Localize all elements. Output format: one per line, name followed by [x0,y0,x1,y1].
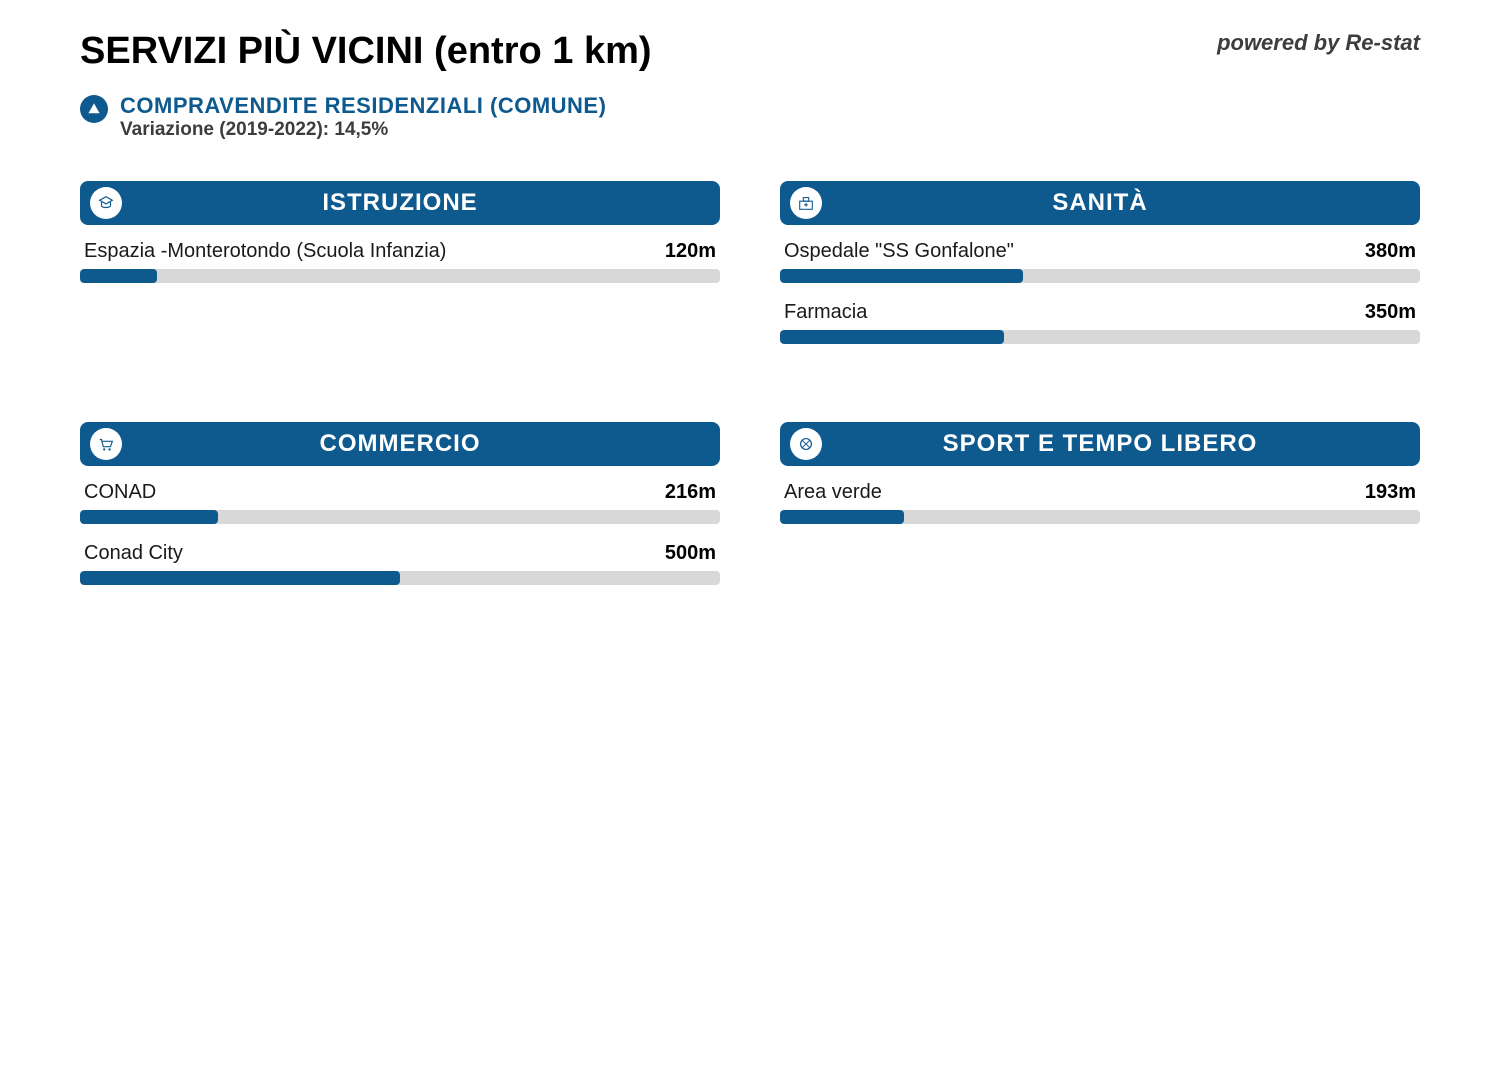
category-header: ISTRUZIONE [80,181,720,225]
category-istruzione: ISTRUZIONE Espazia -Monterotondo (Scuola… [80,181,720,362]
item-label: Conad City [84,542,183,565]
category-sport: SPORT E TEMPO LIBERO Area verde 193m [780,422,1420,603]
category-title: SPORT E TEMPO LIBERO [943,430,1258,458]
item-row: CONAD 216m [80,481,720,504]
categories-grid: ISTRUZIONE Espazia -Monterotondo (Scuola… [80,181,1420,603]
item-value: 350m [1365,301,1416,324]
distance-bar-fill [780,510,904,524]
category-header: COMMERCIO [80,422,720,466]
item-value: 500m [665,542,716,565]
subheader: COMPRAVENDITE RESIDENZIALI (COMUNE) Vari… [80,93,1420,141]
item-value: 193m [1365,481,1416,504]
arrow-up-icon [80,95,108,123]
distance-bar-fill [80,510,218,524]
category-header: SANITÀ [780,181,1420,225]
distance-bar-fill [780,330,1004,344]
subheader-variation: Variazione (2019-2022): 14,5% [120,119,606,141]
item-row: Farmacia 350m [780,301,1420,324]
page-header: SERVIZI PIÙ VICINI (entro 1 km) powered … [80,30,1420,73]
service-item: Ospedale "SS Gonfalone" 380m [780,240,1420,283]
item-value: 380m [1365,240,1416,263]
distance-bar-track [780,269,1420,283]
service-item: Espazia -Monterotondo (Scuola Infanzia) … [80,240,720,283]
category-header: SPORT E TEMPO LIBERO [780,422,1420,466]
subheader-title: COMPRAVENDITE RESIDENZIALI (COMUNE) [120,93,606,119]
item-row: Espazia -Monterotondo (Scuola Infanzia) … [80,240,720,263]
item-row: Ospedale "SS Gonfalone" 380m [780,240,1420,263]
page-title: SERVIZI PIÙ VICINI (entro 1 km) [80,30,652,73]
distance-bar-fill [80,269,157,283]
service-item: Farmacia 350m [780,301,1420,344]
item-value: 216m [665,481,716,504]
distance-bar-track [80,510,720,524]
item-row: Conad City 500m [80,542,720,565]
powered-by-label: powered by Re-stat [1217,30,1420,56]
category-title: COMMERCIO [320,430,481,458]
category-sanita: SANITÀ Ospedale "SS Gonfalone" 380m Farm… [780,181,1420,362]
service-item: CONAD 216m [80,481,720,524]
item-label: CONAD [84,481,156,504]
item-row: Area verde 193m [780,481,1420,504]
health-icon [790,187,822,219]
category-commercio: COMMERCIO CONAD 216m Conad City 500m [80,422,720,603]
service-item: Area verde 193m [780,481,1420,524]
distance-bar-fill [80,571,400,585]
distance-bar-track [80,269,720,283]
category-title: ISTRUZIONE [322,189,477,217]
subheader-text: COMPRAVENDITE RESIDENZIALI (COMUNE) Vari… [120,93,606,141]
education-icon [90,187,122,219]
service-item: Conad City 500m [80,542,720,585]
item-label: Farmacia [784,301,867,324]
item-value: 120m [665,240,716,263]
shopping-icon [90,428,122,460]
item-label: Area verde [784,481,882,504]
leisure-icon [790,428,822,460]
item-label: Ospedale "SS Gonfalone" [784,240,1014,263]
distance-bar-fill [780,269,1023,283]
item-label: Espazia -Monterotondo (Scuola Infanzia) [84,240,446,263]
distance-bar-track [80,571,720,585]
distance-bar-track [780,330,1420,344]
category-title: SANITÀ [1052,189,1147,217]
distance-bar-track [780,510,1420,524]
